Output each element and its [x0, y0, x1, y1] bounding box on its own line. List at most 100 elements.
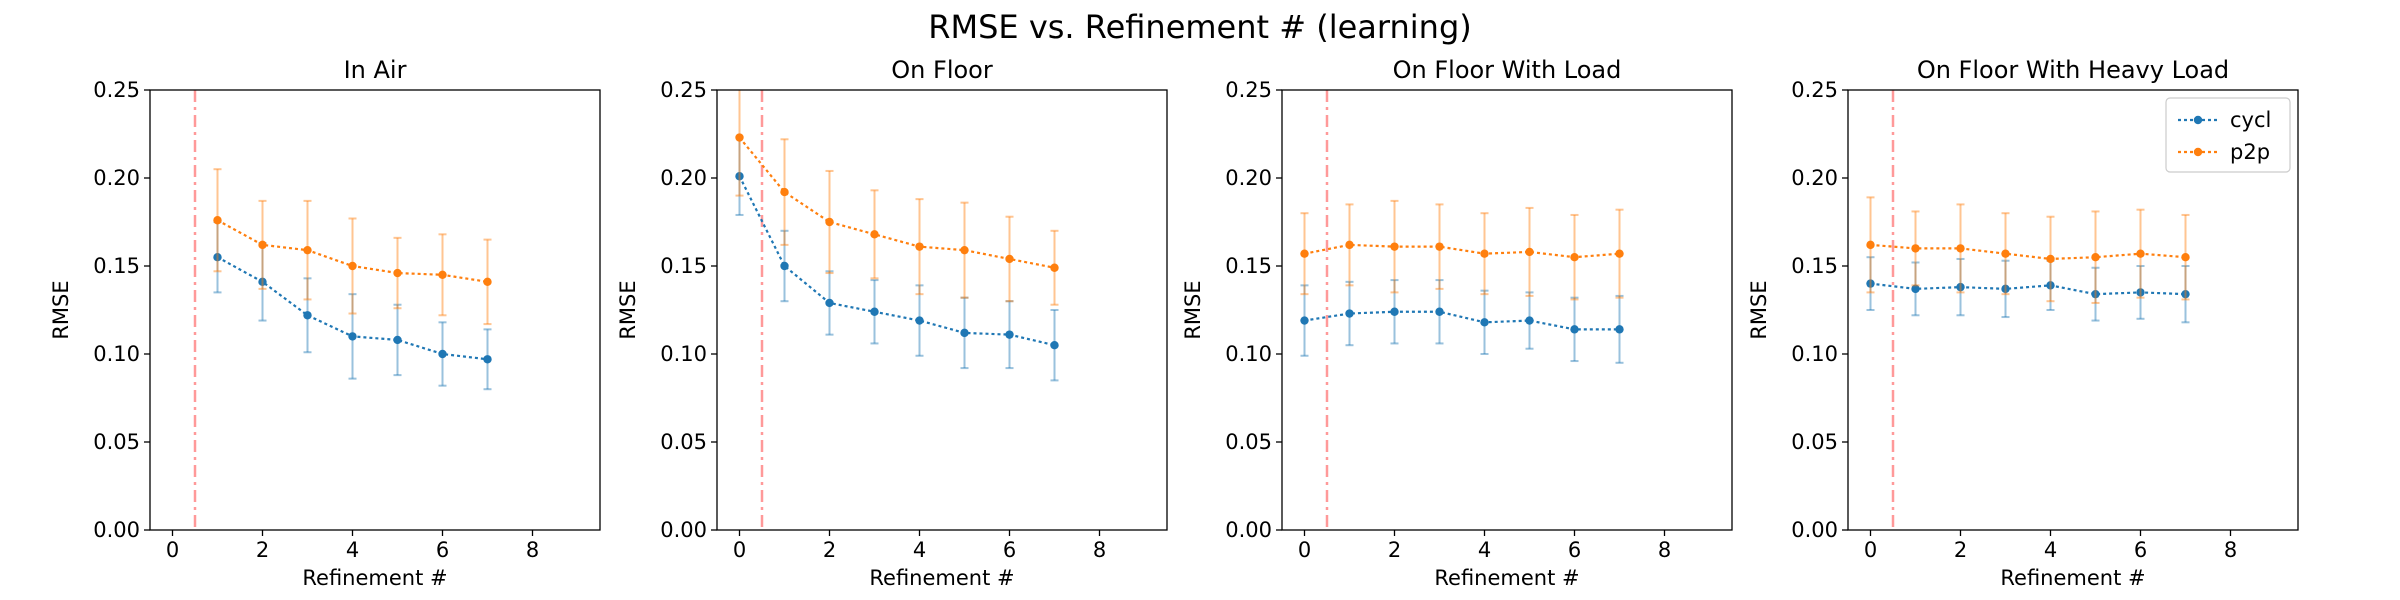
series-line [1304, 243, 1620, 259]
panel-1: On Floor 0 2 4 6 8 0.00 0.05 0.10 0.15 0.20 0.25 Ref… [616, 56, 1168, 590]
y-tick-label: 0.00 [1791, 518, 1838, 542]
data-point [735, 133, 744, 142]
panel-2: On Floor With Load 0 2 4 6 8 0.00 0.05 0.10 0.15 0… [1181, 56, 1733, 590]
series-p2p [735, 90, 1059, 306]
data-point [1345, 240, 1354, 250]
y-tick-label: 0.10 [93, 342, 140, 366]
data-point [1570, 253, 1579, 262]
data-point [1435, 242, 1444, 251]
y-tick-label: 0.00 [660, 518, 707, 542]
y-tick-label: 0.20 [660, 166, 707, 190]
data-point [348, 332, 357, 341]
series-cycl [213, 221, 492, 391]
data-point [2136, 288, 2145, 297]
panels-group: In Air 0 2 4 6 8 0.00 0.05 0.10 0.15 0.20 0.25 Refin… [49, 56, 2299, 590]
series-cycl [1300, 279, 1624, 364]
y-tick-label: 0.25 [93, 78, 140, 102]
data-point [1615, 249, 1624, 258]
x-tick-label: 2 [823, 538, 836, 562]
y-tick-label: 0.25 [1225, 78, 1272, 102]
y-tick-label: 0.15 [660, 254, 707, 278]
legend-label: cycl [2230, 108, 2271, 132]
data-point [258, 277, 267, 287]
series-p2p [1866, 196, 2190, 304]
data-point [438, 349, 447, 359]
data-point [1300, 249, 1309, 258]
data-point [870, 307, 879, 316]
data-point [1050, 341, 1059, 350]
data-point [1390, 242, 1399, 251]
panel-title: On Floor With Heavy Load [1917, 56, 2229, 84]
y-tick-label: 0.10 [1791, 342, 1838, 366]
legend-swatch-marker [2193, 115, 2203, 125]
plot-frame [716, 89, 1168, 531]
series-line [1870, 243, 2186, 261]
data-point [2136, 249, 2145, 258]
data-point [780, 187, 789, 197]
data-point [2001, 284, 2010, 294]
panel-title: On Floor With Load [1393, 56, 1622, 84]
data-point [1525, 316, 1534, 325]
data-point [1005, 330, 1014, 339]
data-point [1050, 263, 1059, 272]
panel-data [1300, 90, 1624, 530]
x-tick-label: 0 [166, 538, 179, 562]
panel-data [193, 90, 492, 530]
data-point [483, 277, 492, 287]
panel-0: In Air 0 2 4 6 8 0.00 0.05 0.10 0.15 0.20 0.25 Refin… [49, 56, 601, 590]
data-point [1956, 244, 1965, 253]
x-tick-label: 6 [436, 538, 449, 562]
x-tick-label: 2 [256, 538, 269, 562]
x-tick-label: 6 [1003, 538, 1016, 562]
legend-label: p2p [2230, 140, 2270, 164]
data-point [1480, 318, 1489, 327]
data-point [393, 268, 402, 278]
x-tick-label: 2 [1388, 538, 1401, 562]
data-point [303, 311, 312, 320]
x-tick-label: 8 [526, 538, 539, 562]
series-p2p [213, 168, 492, 326]
data-point [1956, 282, 1965, 292]
y-tick-label: 0.15 [1225, 254, 1272, 278]
data-point [1480, 249, 1489, 258]
series-line [738, 175, 1055, 347]
x-axis-label: Refinement # [869, 566, 1014, 590]
x-tick-label: 6 [2134, 538, 2147, 562]
series-line [738, 136, 1055, 269]
y-tick-label: 0.05 [1791, 430, 1838, 454]
x-tick-label: 8 [1093, 538, 1106, 562]
y-tick-label: 0.25 [660, 78, 707, 102]
panel-data [1866, 90, 2190, 530]
legend-box [2165, 97, 2291, 173]
data-point [2181, 289, 2190, 299]
plot-frame [1281, 89, 1733, 531]
panel-3: On Floor With Heavy Load 0 2 4 6 8 0.00 0.05 0.1… [1747, 56, 2299, 590]
y-tick-label: 0.05 [93, 430, 140, 454]
figure-suptitle: RMSE vs. Refinement # (learning) [928, 8, 1471, 46]
x-axis-label: Refinement # [302, 566, 447, 590]
x-tick-label: 2 [1954, 538, 1967, 562]
y-axis-label: RMSE [1747, 280, 1771, 339]
data-point [1525, 247, 1534, 257]
y-tick-label: 0.05 [1225, 430, 1272, 454]
plot-frame [149, 89, 601, 531]
plot-frame [1847, 89, 2299, 531]
y-tick-label: 0.20 [1225, 166, 1272, 190]
y-tick-label: 0.25 [1791, 78, 1838, 102]
data-point [213, 253, 222, 262]
data-point [960, 245, 969, 255]
data-point [915, 316, 924, 325]
data-point [393, 335, 402, 345]
data-point [2001, 249, 2010, 258]
panel-title: On Floor [891, 56, 993, 84]
legend: cycl p2p [2165, 97, 2291, 173]
data-point [915, 242, 924, 251]
series-line [1304, 310, 1620, 331]
y-tick-label: 0.20 [1791, 166, 1838, 190]
data-point [1866, 240, 1875, 250]
x-tick-label: 8 [2224, 538, 2237, 562]
data-point [348, 261, 357, 271]
data-point [1390, 307, 1399, 316]
x-tick-label: 6 [1568, 538, 1581, 562]
